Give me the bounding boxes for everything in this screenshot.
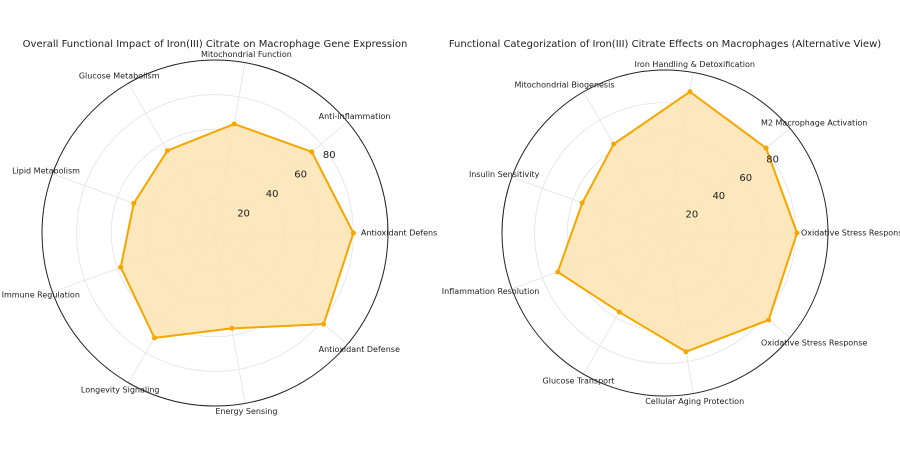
category-label: Antioxidant Defense — [319, 345, 400, 354]
category-label: M2 Macrophage Activation — [761, 119, 867, 128]
category-label: Longevity Signaling — [81, 385, 160, 394]
r-tick-label: 40 — [712, 191, 725, 202]
radar-point — [164, 148, 170, 154]
radar-point — [309, 149, 315, 155]
category-label: Oxidative Stress Response — [801, 229, 900, 238]
radar-point — [763, 145, 769, 151]
radar-point — [151, 335, 157, 341]
radar-point — [350, 230, 356, 236]
r-tick-label: 60 — [739, 173, 752, 184]
radar-line — [119, 122, 355, 339]
category-label: Glucose Metabolism — [79, 72, 160, 81]
radar-point — [118, 264, 124, 270]
category-label: Glucose Transport — [543, 377, 615, 386]
radar-point — [321, 321, 327, 327]
r-tick-label: 80 — [323, 150, 336, 161]
radar-point — [231, 121, 237, 127]
radar-point — [683, 349, 689, 355]
radar-point — [579, 200, 585, 206]
radar-point — [555, 269, 561, 275]
radar-point — [611, 141, 617, 147]
category-label: Antioxidant Defens — [361, 229, 437, 238]
category-label: Immune Regulation — [2, 290, 80, 299]
category-label: Cellular Aging Protection — [645, 397, 744, 406]
category-label: Oxidative Stress Response — [761, 338, 867, 347]
radar-point — [131, 200, 137, 206]
category-label: Insulin Sensitivity — [469, 170, 540, 179]
r-tick-label: 20 — [237, 208, 250, 219]
outer-ring — [41, 59, 389, 407]
radar-point — [616, 309, 622, 315]
chart-title: Functional Categorization of Iron(III) C… — [449, 39, 881, 50]
r-tick-label: 60 — [294, 169, 307, 180]
category-label: Mitochondrial Function — [201, 50, 292, 59]
category-label: Iron Handling & Detoxification — [634, 60, 754, 69]
category-label: Anti-inflammation — [319, 112, 391, 121]
radar-point — [766, 317, 772, 323]
radar-line — [556, 90, 799, 353]
radar-area — [557, 91, 798, 352]
category-label: Lipid Metabolism — [12, 167, 80, 176]
category-label: Mitochondrial Biogenesis — [514, 80, 614, 89]
r-tick-label: 40 — [266, 189, 279, 200]
r-tick-label: 20 — [686, 210, 699, 221]
radar-point — [687, 89, 693, 95]
r-tick-label: 80 — [766, 154, 779, 165]
chart-title: Overall Functional Impact of Iron(III) C… — [23, 39, 408, 50]
category-label: Inflammation Resolution — [442, 287, 540, 296]
category-label: Energy Sensing — [215, 407, 277, 416]
radar-area — [120, 123, 354, 338]
radar-point — [229, 325, 235, 331]
outer-ring — [501, 69, 829, 397]
radar-point — [794, 230, 800, 236]
